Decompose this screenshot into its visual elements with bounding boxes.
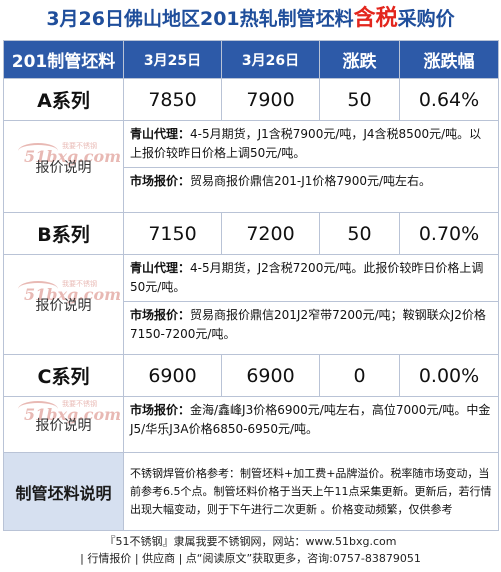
price-change-pct: 0.00% (399, 354, 499, 397)
price-change: 50 (319, 212, 400, 255)
price-change-pct: 0.64% (399, 78, 499, 121)
desc-label: 报价说明 (35, 417, 92, 434)
header-change: 涨跌 (319, 40, 400, 79)
watermark-logo: 我要不锈钢 51bxg.com (18, 279, 121, 313)
header-date2: 3月26日 (221, 40, 320, 79)
price-prev: 7850 (123, 78, 222, 121)
table-row: B系列 7150 7200 50 0.70% (3, 212, 499, 255)
desc-text: 贸易商报价鼎信201-J1价格7900元/吨左右。 (190, 174, 432, 188)
table-row: A系列 7850 7900 50 0.64% (3, 78, 499, 121)
price-current: 7200 (221, 212, 320, 255)
price-current: 7900 (221, 78, 320, 121)
notes-row: 制管坯料说明 不锈钢焊管价格参考：制管坯料+加工费+品牌溢价。税率随市场变动，当… (3, 452, 499, 531)
desc-heading: 市场报价： (130, 403, 191, 417)
title-part2: 采购价 (397, 8, 455, 30)
title-highlight: 含税 (353, 6, 398, 31)
desc-content: 青山代理：4-5月期货，J2含税7200元/吨。此报价较昨日价格上调50元/吨。… (123, 254, 499, 355)
desc-label: 报价说明 (35, 159, 92, 176)
notes-text: 不锈钢焊管价格参考：制管坯料+加工费+品牌溢价。税率随市场变动，当前参考6.5个… (123, 452, 499, 531)
page-title: 3月26日佛山地区201热轧制管坯料含税采购价 (0, 0, 501, 38)
watermark-logo: 我要不锈钢 51bxg.com (18, 399, 121, 433)
watermark-logo: 我要不锈钢 51bxg.com (18, 141, 121, 175)
price-change: 50 (319, 78, 400, 121)
desc-heading: 市场报价： (130, 174, 191, 188)
desc-heading: 青山代理： (130, 127, 191, 141)
desc-label-cell: 我要不锈钢 51bxg.com 报价说明 (3, 120, 124, 213)
desc-row: 我要不锈钢 51bxg.com 报价说明 市场报价：金海/鑫峰J3价格6900元/… (3, 396, 499, 453)
price-current: 6900 (221, 354, 320, 397)
price-prev: 6900 (123, 354, 222, 397)
table-header-row: 201制管坯料 3月25日 3月26日 涨跌 涨跌幅 (3, 40, 499, 79)
series-name: C系列 (3, 354, 124, 397)
desc-content: 市场报价：金海/鑫峰J3价格6900元/吨左右，高位7000元/吨。中金J5/华… (123, 396, 499, 453)
header-date1: 3月25日 (123, 40, 222, 79)
desc-text: 4-5月期货，J1含税7900元/吨，J4含税8500元/吨。以上报价较昨日价格… (130, 127, 482, 160)
price-change-pct: 0.70% (399, 212, 499, 255)
desc-paragraph: 市场报价：贸易商报价鼎信201J2窄带7200元/吨；鞍钢联众J2价格7150-… (124, 301, 498, 344)
desc-text: 金海/鑫峰J3价格6900元/吨左右，高位7000元/吨。中金J5/华乐J3A价… (130, 403, 491, 436)
footer-line2: | 行情报价 | 供应商 | 点“阅读原文”获取更多，咨询:0757-83879… (80, 552, 421, 565)
header-change-pct: 涨跌幅 (399, 40, 499, 79)
desc-paragraph: 市场报价：贸易商报价鼎信201-J1价格7900元/吨左右。 (124, 167, 498, 191)
price-table: 201制管坯料 3月25日 3月26日 涨跌 涨跌幅 A系列 7850 7900… (3, 40, 499, 531)
desc-label: 报价说明 (35, 297, 92, 314)
footer: 『51不锈钢』隶属我要不锈钢网，网站：www.51bxg.com | 行情报价 … (0, 533, 501, 567)
desc-text: 贸易商报价鼎信201J2窄带7200元/吨；鞍钢联众J2价格7150-7200元… (130, 308, 486, 341)
desc-label-cell: 我要不锈钢 51bxg.com 报价说明 (3, 396, 124, 453)
series-name: B系列 (3, 212, 124, 255)
price-prev: 7150 (123, 212, 222, 255)
desc-text: 4-5月期货，J2含税7200元/吨。此报价较昨日价格上调50元/吨。 (130, 261, 484, 294)
notes-label: 制管坯料说明 (3, 452, 124, 531)
table-row: C系列 6900 6900 0 0.00% (3, 354, 499, 397)
desc-label-cell: 我要不锈钢 51bxg.com 报价说明 (3, 254, 124, 355)
desc-paragraph: 市场报价：金海/鑫峰J3价格6900元/吨左右，高位7000元/吨。中金J5/华… (130, 401, 492, 439)
desc-heading: 青山代理： (130, 261, 191, 275)
footer-line1: 『51不锈钢』隶属我要不锈钢网，网站：www.51bxg.com (104, 535, 397, 548)
desc-content: 青山代理：4-5月期货，J1含税7900元/吨，J4含税8500元/吨。以上报价… (123, 120, 499, 213)
price-change: 0 (319, 354, 400, 397)
desc-row: 我要不锈钢 51bxg.com 报价说明 青山代理：4-5月期货，J1含税7900… (3, 120, 499, 213)
desc-paragraph: 青山代理：4-5月期货，J2含税7200元/吨。此报价较昨日价格上调50元/吨。 (130, 259, 492, 297)
desc-paragraph: 青山代理：4-5月期货，J1含税7900元/吨，J4含税8500元/吨。以上报价… (130, 125, 492, 163)
desc-heading: 市场报价： (130, 308, 191, 322)
header-product: 201制管坯料 (3, 40, 124, 79)
title-part1: 3月26日佛山地区201热轧制管坯料 (46, 8, 354, 30)
series-name: A系列 (3, 78, 124, 121)
desc-row: 我要不锈钢 51bxg.com 报价说明 青山代理：4-5月期货，J2含税7200… (3, 254, 499, 355)
